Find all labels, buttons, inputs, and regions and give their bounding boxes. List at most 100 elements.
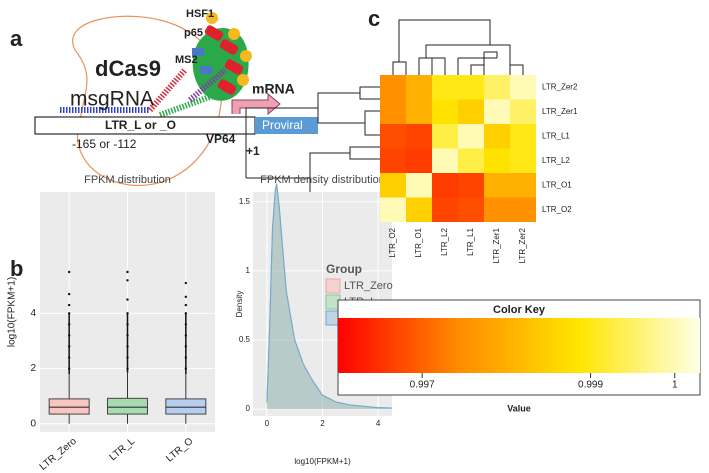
heat-cell <box>458 197 484 222</box>
outlier <box>184 303 188 307</box>
col-label: LTR_O1 <box>414 227 423 257</box>
label: VP64 <box>206 132 236 146</box>
y-tick-label: 0 <box>30 418 36 429</box>
heat-cell <box>432 99 458 124</box>
panel-label: a <box>10 26 23 51</box>
heat-cell <box>510 99 536 124</box>
heat-cell <box>484 75 510 100</box>
label: +1 <box>246 144 260 158</box>
heat-cell <box>432 197 458 222</box>
x-tick-label: 4 <box>376 419 381 428</box>
key-axis-label: Value <box>507 403 531 413</box>
row-label: LTR_O2 <box>542 205 572 214</box>
heat-cell <box>484 124 510 149</box>
row-label: LTR_O1 <box>542 180 572 189</box>
heat-cell <box>406 75 432 100</box>
heat-cell <box>432 173 458 198</box>
heat-cell <box>406 148 432 173</box>
key-tick-label: 0.997 <box>410 380 435 391</box>
heat-cell <box>380 148 406 173</box>
y-tick-label: 1.5 <box>239 197 251 206</box>
proviral-box <box>255 117 318 134</box>
heat-cell <box>380 124 406 149</box>
outlier <box>67 303 71 307</box>
row-label: LTR_L2 <box>542 156 570 165</box>
x-axis-label: log10(FPKM+1) <box>294 457 351 466</box>
heat-cell <box>484 197 510 222</box>
box <box>48 398 90 415</box>
heat-cell <box>510 148 536 173</box>
y-tick-label: 0 <box>246 404 251 413</box>
chart-title: FPKM distribution <box>84 174 171 186</box>
heat-cell <box>432 124 458 149</box>
label: p65 <box>184 27 203 39</box>
x-tick-label: LTR_O <box>164 436 195 465</box>
key-tick-label: 1 <box>672 380 678 391</box>
heat-cell <box>510 197 536 222</box>
x-tick-label: LTR_Zero <box>38 436 79 473</box>
y-tick-label: 1 <box>246 266 251 275</box>
legend-swatch <box>325 278 341 294</box>
density-area <box>266 185 392 410</box>
tss-arrow <box>231 92 281 116</box>
diagram: dCas9 msgRNA HSF1 p65 MS2 VP64 mRNA LTR_… <box>34 8 318 186</box>
key-title: Color Key <box>493 304 546 316</box>
legend-label: LTR_Zero <box>344 280 393 292</box>
heat-cell <box>510 173 536 198</box>
heat-cell <box>406 124 432 149</box>
label: dCas9 <box>95 56 161 81</box>
y-axis-label: log10(FPKM+1) <box>7 277 18 347</box>
box <box>165 398 207 415</box>
y-tick-label: 4 <box>30 308 36 319</box>
y-tick-label: 2 <box>30 363 36 374</box>
heat-cell <box>510 124 536 149</box>
col-label: LTR_Zer2 <box>518 227 527 263</box>
outlier <box>184 295 188 299</box>
col-label: LTR_L1 <box>466 227 475 255</box>
x-tick-label: 2 <box>320 419 325 428</box>
heat-cell <box>484 173 510 198</box>
box <box>107 397 148 415</box>
heat-cell <box>380 75 406 100</box>
heat-cell <box>458 75 484 100</box>
key-tick-label: 0.999 <box>578 380 603 391</box>
label: mRNA <box>252 81 295 97</box>
label: msgRNA <box>70 88 154 111</box>
y-axis-label: Density <box>235 291 244 318</box>
col-label: LTR_L2 <box>440 227 449 255</box>
heat-cell <box>484 99 510 124</box>
y-tick-label: 0.5 <box>239 335 251 344</box>
outlier <box>126 270 129 274</box>
x-tick-label: 0 <box>265 419 270 428</box>
heat-cell <box>458 124 484 149</box>
row-label: LTR_L1 <box>542 131 570 140</box>
density-area <box>266 183 392 410</box>
heat-cell <box>458 99 484 124</box>
msgrna-loop <box>158 92 217 118</box>
heat-cell <box>406 173 432 198</box>
density-line <box>266 183 392 409</box>
dendrogram <box>245 19 524 201</box>
outlier <box>126 298 129 301</box>
heat-cell <box>458 148 484 173</box>
panel-label: c <box>368 6 380 31</box>
legend-title: Group <box>326 262 362 276</box>
label: LTR_L or _O <box>105 118 176 132</box>
row-label: LTR_Zer1 <box>542 107 578 116</box>
outlier <box>126 279 129 282</box>
row-label: LTR_Zer2 <box>542 82 578 91</box>
x-tick-label: LTR_L <box>108 436 138 464</box>
heat-cell <box>432 148 458 173</box>
label: Proviral <box>262 118 303 132</box>
col-label: LTR_Zer1 <box>492 227 501 263</box>
density-area <box>266 183 392 410</box>
heat-cell <box>380 173 406 198</box>
heat-cell <box>380 99 406 124</box>
label: MS2 <box>175 54 198 66</box>
col-label: LTR_O2 <box>388 227 397 257</box>
label: HSF1 <box>186 8 214 20</box>
heat-cell <box>406 197 432 222</box>
heat-cell <box>510 75 536 100</box>
heat-cell <box>380 197 406 222</box>
